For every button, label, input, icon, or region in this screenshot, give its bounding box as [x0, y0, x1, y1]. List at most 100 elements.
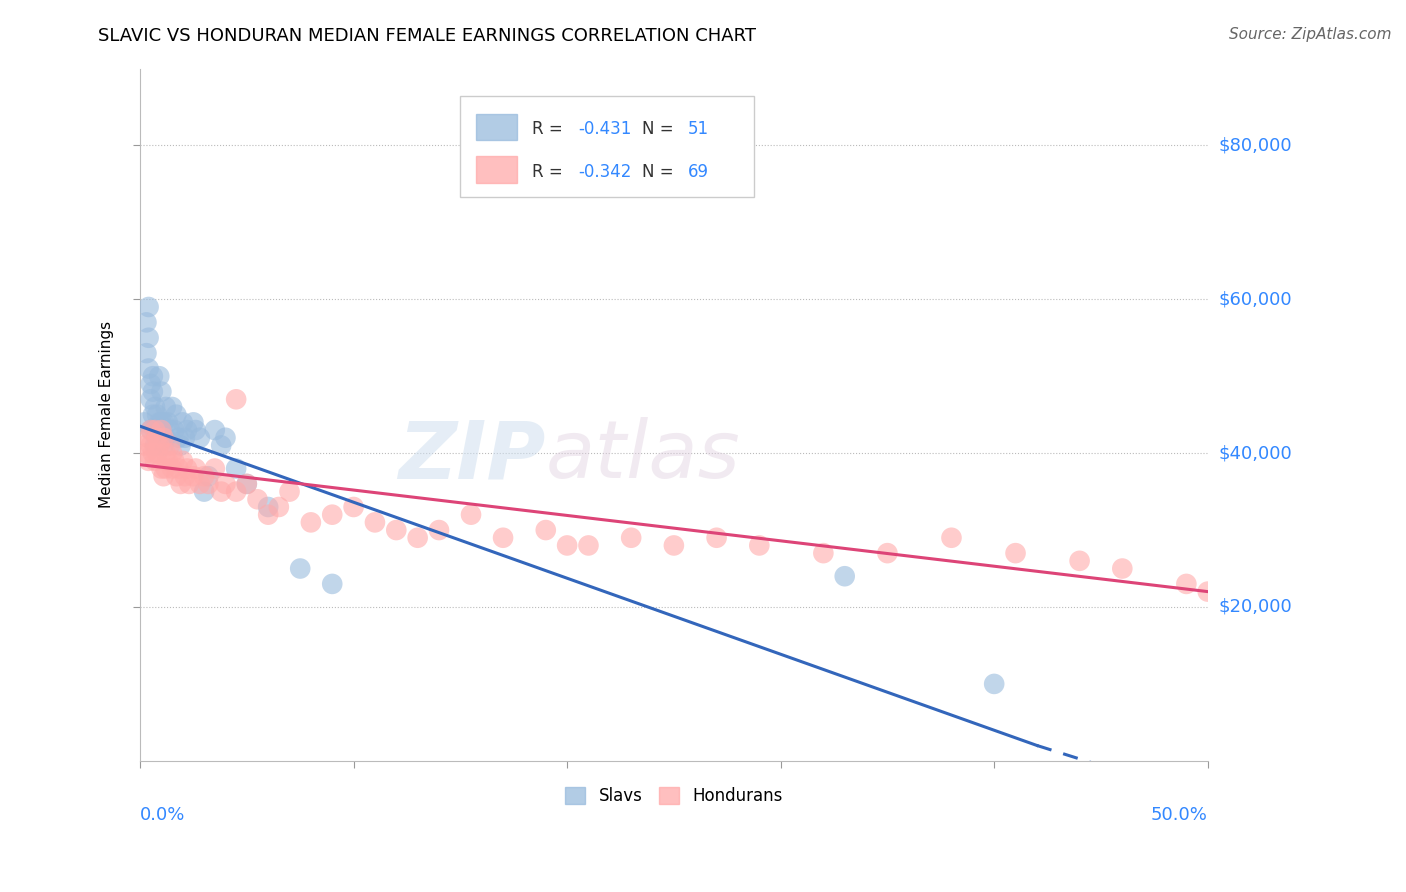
Point: [142, 384, 165, 399]
Legend: Slavs, Hondurans: Slavs, Hondurans: [558, 780, 789, 812]
Point: [236, 476, 259, 491]
Point: [204, 461, 226, 475]
Point: [155, 446, 177, 460]
Point: [299, 516, 322, 530]
Bar: [477, 113, 517, 140]
Text: $40,000: $40,000: [1219, 444, 1292, 462]
Point: [143, 423, 166, 437]
Point: [146, 408, 169, 422]
Point: [143, 400, 166, 414]
Text: 69: 69: [688, 163, 709, 181]
Point: [159, 438, 181, 452]
Point: [146, 431, 169, 445]
Point: [150, 416, 173, 430]
Point: [150, 384, 173, 399]
Point: [148, 416, 170, 430]
Point: [941, 531, 963, 545]
Point: [385, 523, 408, 537]
Point: [876, 546, 898, 560]
Point: [204, 423, 226, 437]
Y-axis label: Median Female Earnings: Median Female Earnings: [100, 321, 114, 508]
Point: [155, 461, 177, 475]
Point: [197, 469, 219, 483]
Point: [321, 508, 343, 522]
Point: [257, 508, 280, 522]
Point: [134, 438, 156, 452]
Point: [139, 423, 162, 437]
Point: [183, 416, 205, 430]
Point: [179, 476, 201, 491]
Point: [160, 446, 183, 460]
Text: R =: R =: [531, 120, 568, 138]
Point: [214, 431, 236, 445]
Text: 50.0%: 50.0%: [1152, 805, 1208, 824]
Text: N =: N =: [643, 120, 679, 138]
Point: [209, 438, 232, 452]
Point: [813, 546, 835, 560]
Point: [138, 431, 160, 445]
Point: [142, 408, 165, 422]
Text: N =: N =: [643, 163, 679, 181]
Point: [172, 454, 194, 468]
FancyBboxPatch shape: [460, 96, 754, 196]
Point: [174, 431, 197, 445]
Point: [146, 431, 169, 445]
Point: [160, 400, 183, 414]
Point: [225, 461, 247, 475]
Text: $80,000: $80,000: [1219, 136, 1292, 154]
Point: [193, 469, 215, 483]
Point: [492, 531, 515, 545]
Point: [620, 531, 643, 545]
Point: [460, 508, 482, 522]
Text: SLAVIC VS HONDURAN MEDIAN FEMALE EARNINGS CORRELATION CHART: SLAVIC VS HONDURAN MEDIAN FEMALE EARNING…: [98, 27, 756, 45]
Point: [138, 454, 160, 468]
Point: [143, 423, 166, 437]
Point: [142, 446, 165, 460]
Point: [150, 423, 173, 437]
Point: [139, 376, 162, 391]
Point: [176, 423, 198, 437]
Point: [1111, 561, 1133, 575]
Point: [364, 516, 387, 530]
Text: atlas: atlas: [546, 417, 741, 495]
Point: [197, 476, 219, 491]
Point: [159, 423, 181, 437]
Text: $60,000: $60,000: [1219, 290, 1292, 309]
Point: [706, 531, 728, 545]
Point: [150, 461, 173, 475]
Point: [169, 476, 191, 491]
Point: [165, 469, 187, 483]
Point: [139, 423, 162, 437]
Point: [152, 469, 174, 483]
Point: [290, 561, 312, 575]
Text: ZIP: ZIP: [398, 417, 546, 495]
Point: [427, 523, 450, 537]
Point: [184, 423, 207, 437]
Point: [142, 369, 165, 384]
Point: [188, 431, 211, 445]
Point: [748, 538, 770, 552]
Point: [139, 438, 162, 452]
Point: [146, 446, 169, 460]
Point: [662, 538, 685, 552]
Point: [134, 416, 156, 430]
Point: [578, 538, 600, 552]
Point: [150, 431, 173, 445]
Point: [278, 484, 301, 499]
Point: [155, 400, 177, 414]
Text: $20,000: $20,000: [1219, 598, 1292, 616]
Point: [155, 431, 177, 445]
Point: [1004, 546, 1026, 560]
Text: -0.431: -0.431: [578, 120, 631, 138]
Point: [172, 416, 194, 430]
Point: [184, 461, 207, 475]
Point: [188, 476, 211, 491]
Point: [138, 300, 160, 314]
Point: [225, 392, 247, 407]
Point: [257, 500, 280, 514]
Point: [143, 454, 166, 468]
Text: 0.0%: 0.0%: [141, 805, 186, 824]
Point: [406, 531, 429, 545]
Point: [135, 346, 157, 360]
Point: [135, 315, 157, 329]
